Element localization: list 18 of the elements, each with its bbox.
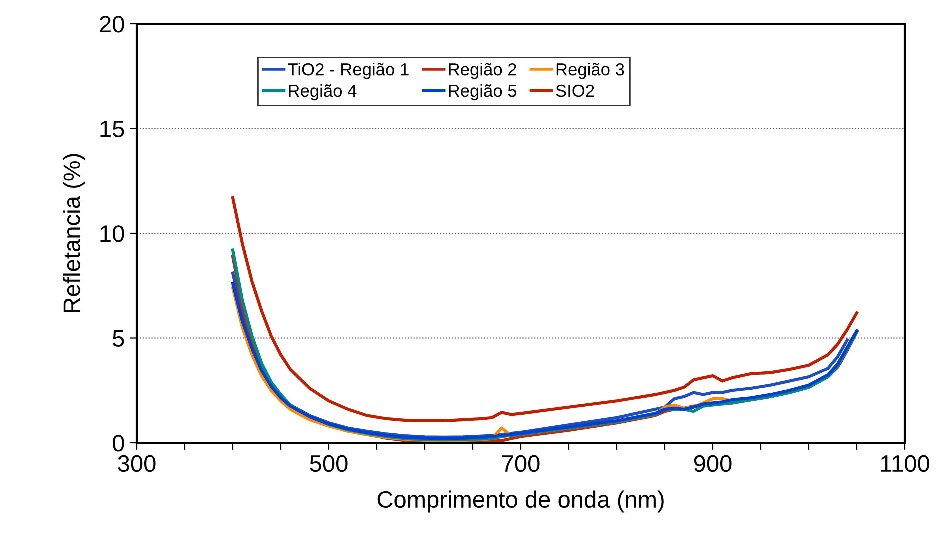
y-tick-label: 10 (100, 226, 124, 242)
legend-label: Região 4 (289, 84, 357, 101)
y-tick-label: 5 (113, 330, 124, 348)
x-tick-label: 700 (502, 455, 540, 472)
legend-label: Região 3 (556, 63, 624, 80)
x-tick-label: 300 (118, 455, 156, 472)
y-tick-label: 20 (100, 16, 124, 33)
x-tick-label: 500 (310, 455, 348, 472)
x-tick-label: 900 (694, 455, 732, 472)
y-axis-title: Refletancia (%) (63, 154, 86, 312)
legend-label: TiO2 - Região 1 (288, 63, 409, 80)
legend-label: Região 2 (449, 63, 516, 80)
legend-label: SIO2 (556, 84, 594, 98)
legend-label: Região 5 (449, 84, 517, 101)
y-tick-label: 15 (100, 121, 124, 138)
x-axis-title: Comprimento de onda (nm) (378, 490, 664, 513)
x-tick-label: 1100 (881, 455, 930, 472)
y-tick-label: 0 (112, 435, 124, 452)
